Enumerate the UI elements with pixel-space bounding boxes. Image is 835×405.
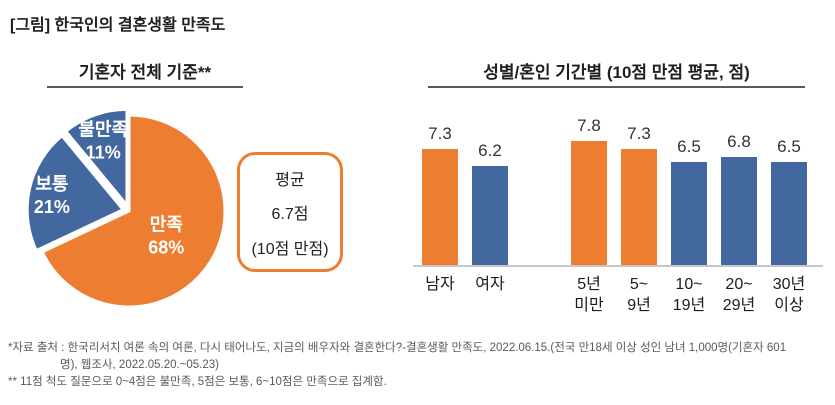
footnote-method: ** 11점 척도 질문으로 0~4점은 불만족, 5점은 보통, 6~10점은… xyxy=(8,376,387,388)
bar-value-label-male: 7.3 xyxy=(428,124,452,143)
category-label-male: 남자 xyxy=(425,276,455,293)
bar-value-label-under5y: 7.8 xyxy=(577,116,601,135)
bar-panel-title-underline xyxy=(428,86,805,88)
footnotes: *자료 출처 : 한국리서치 여론 속의 여론, 다시 태어나도, 지금의 배우… xyxy=(8,340,832,391)
bar-value-label-10-19y: 6.5 xyxy=(677,137,701,156)
page-title: [그림] 한국인의 결혼생활 만족도 xyxy=(10,17,226,34)
pie-chart-container: 만족 68% 보통 21% 불만족 11% xyxy=(24,106,234,316)
average-score-box: 평균 6.7점 (10점 만점) xyxy=(237,152,343,272)
pie-panel-title: 기혼자 전체 기준** xyxy=(78,63,212,82)
pie-panel-title-underline xyxy=(47,86,243,88)
category-label-10-19y: 10~ 19년 xyxy=(672,276,706,314)
category-label-under5y: 5년 미만 xyxy=(574,276,604,314)
average-score: 6.7점 xyxy=(271,206,309,223)
average-scale-note: (10점 만점) xyxy=(251,240,329,258)
pie-slice-보통 xyxy=(25,134,125,253)
average-label: 평균 xyxy=(275,171,305,189)
bar-20-29y xyxy=(721,157,757,265)
category-label-20-29y: 20~ 29년 xyxy=(722,276,756,314)
pie-slice-label-보통: 보통 21% xyxy=(34,174,70,217)
category-label-5-9y: 5~ 9년 xyxy=(627,276,651,314)
footnote-source-line2: 명), 웹조사, 2022.05.20.~05.23) xyxy=(60,359,220,371)
bar-male xyxy=(422,149,458,265)
bar-chart-plot: 7.3 6.2 7.8 7.3 6.5 6.8 6.5 xyxy=(413,116,823,265)
bar-value-label-20-29y: 6.8 xyxy=(727,132,751,151)
category-label-30y: 30년 이상 xyxy=(772,276,806,314)
bar-under5y xyxy=(571,141,607,265)
bar-30y xyxy=(771,162,807,265)
pie-slice-label-불만족: 불만족 11% xyxy=(78,119,128,162)
bar-chart-baseline xyxy=(413,265,823,267)
bar-chart: 7.3 6.2 7.8 7.3 6.5 6.8 6.5 남자 여자 5년 미만 … xyxy=(413,116,823,333)
pie-slice-불만족 xyxy=(64,107,129,207)
pie-slice-만족 xyxy=(40,113,227,309)
pie-chart: 만족 68% 보통 21%불만족 11% xyxy=(25,107,227,309)
bar-female xyxy=(472,166,508,265)
bar-5-9y xyxy=(621,149,657,265)
bar-panel-title: 성별/혼인 기간별 (10점 만점 평균, 점) xyxy=(483,63,750,82)
category-label-female: 여자 xyxy=(475,276,505,293)
bar-value-label-5-9y: 7.3 xyxy=(627,124,651,143)
bar-value-label-30y: 6.5 xyxy=(777,137,801,156)
bar-chart-category-row: 남자 여자 5년 미만 5~ 9년 10~ 19년 20~ 29년 30년 이상 xyxy=(413,274,823,324)
bar-value-label-female: 6.2 xyxy=(478,141,502,160)
bar-10-19y xyxy=(671,162,707,265)
footnote-source-line1: *자료 출처 : 한국리서치 여론 속의 여론, 다시 태어나도, 지금의 배우… xyxy=(8,342,787,354)
pie-slice-label-만족: 만족 68% xyxy=(148,215,184,258)
